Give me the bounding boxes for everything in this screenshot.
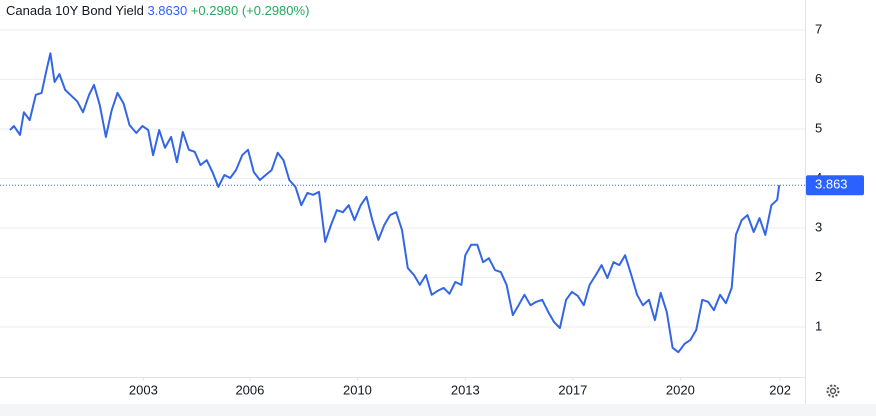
- chart-title: Canada 10Y Bond Yield 3.8630 +0.2980 (+0…: [6, 3, 309, 18]
- y-tick-label: 7: [815, 21, 822, 36]
- price-label: 3.863: [815, 177, 848, 192]
- bottom-bar: [0, 404, 876, 416]
- y-tick-label: 1: [815, 318, 822, 333]
- title: Canada 10Y Bond Yield: [6, 3, 144, 18]
- settings-icon[interactable]: [826, 384, 840, 398]
- price: 3.8630: [147, 3, 187, 18]
- y-tick-label: 2: [815, 269, 822, 284]
- price-label-box: [806, 175, 864, 196]
- y-tick-label: 6: [815, 71, 822, 86]
- grid: [0, 29, 805, 328]
- x-tick-label: 2010: [343, 382, 372, 397]
- y-tick-label: 5: [815, 120, 822, 135]
- change: +0.2980: [191, 3, 238, 18]
- x-tick-label: 2020: [666, 382, 695, 397]
- x-tick-label: 202: [769, 382, 791, 397]
- x-tick-label: 2003: [129, 382, 158, 397]
- change-pct: (+0.2980%): [242, 3, 310, 18]
- line: [9, 52, 781, 354]
- x-tick-label: 2013: [451, 382, 480, 397]
- x-tick-label: 2006: [235, 382, 264, 397]
- y-tick-label: 3: [815, 219, 822, 234]
- x-tick-label: 2017: [558, 382, 587, 397]
